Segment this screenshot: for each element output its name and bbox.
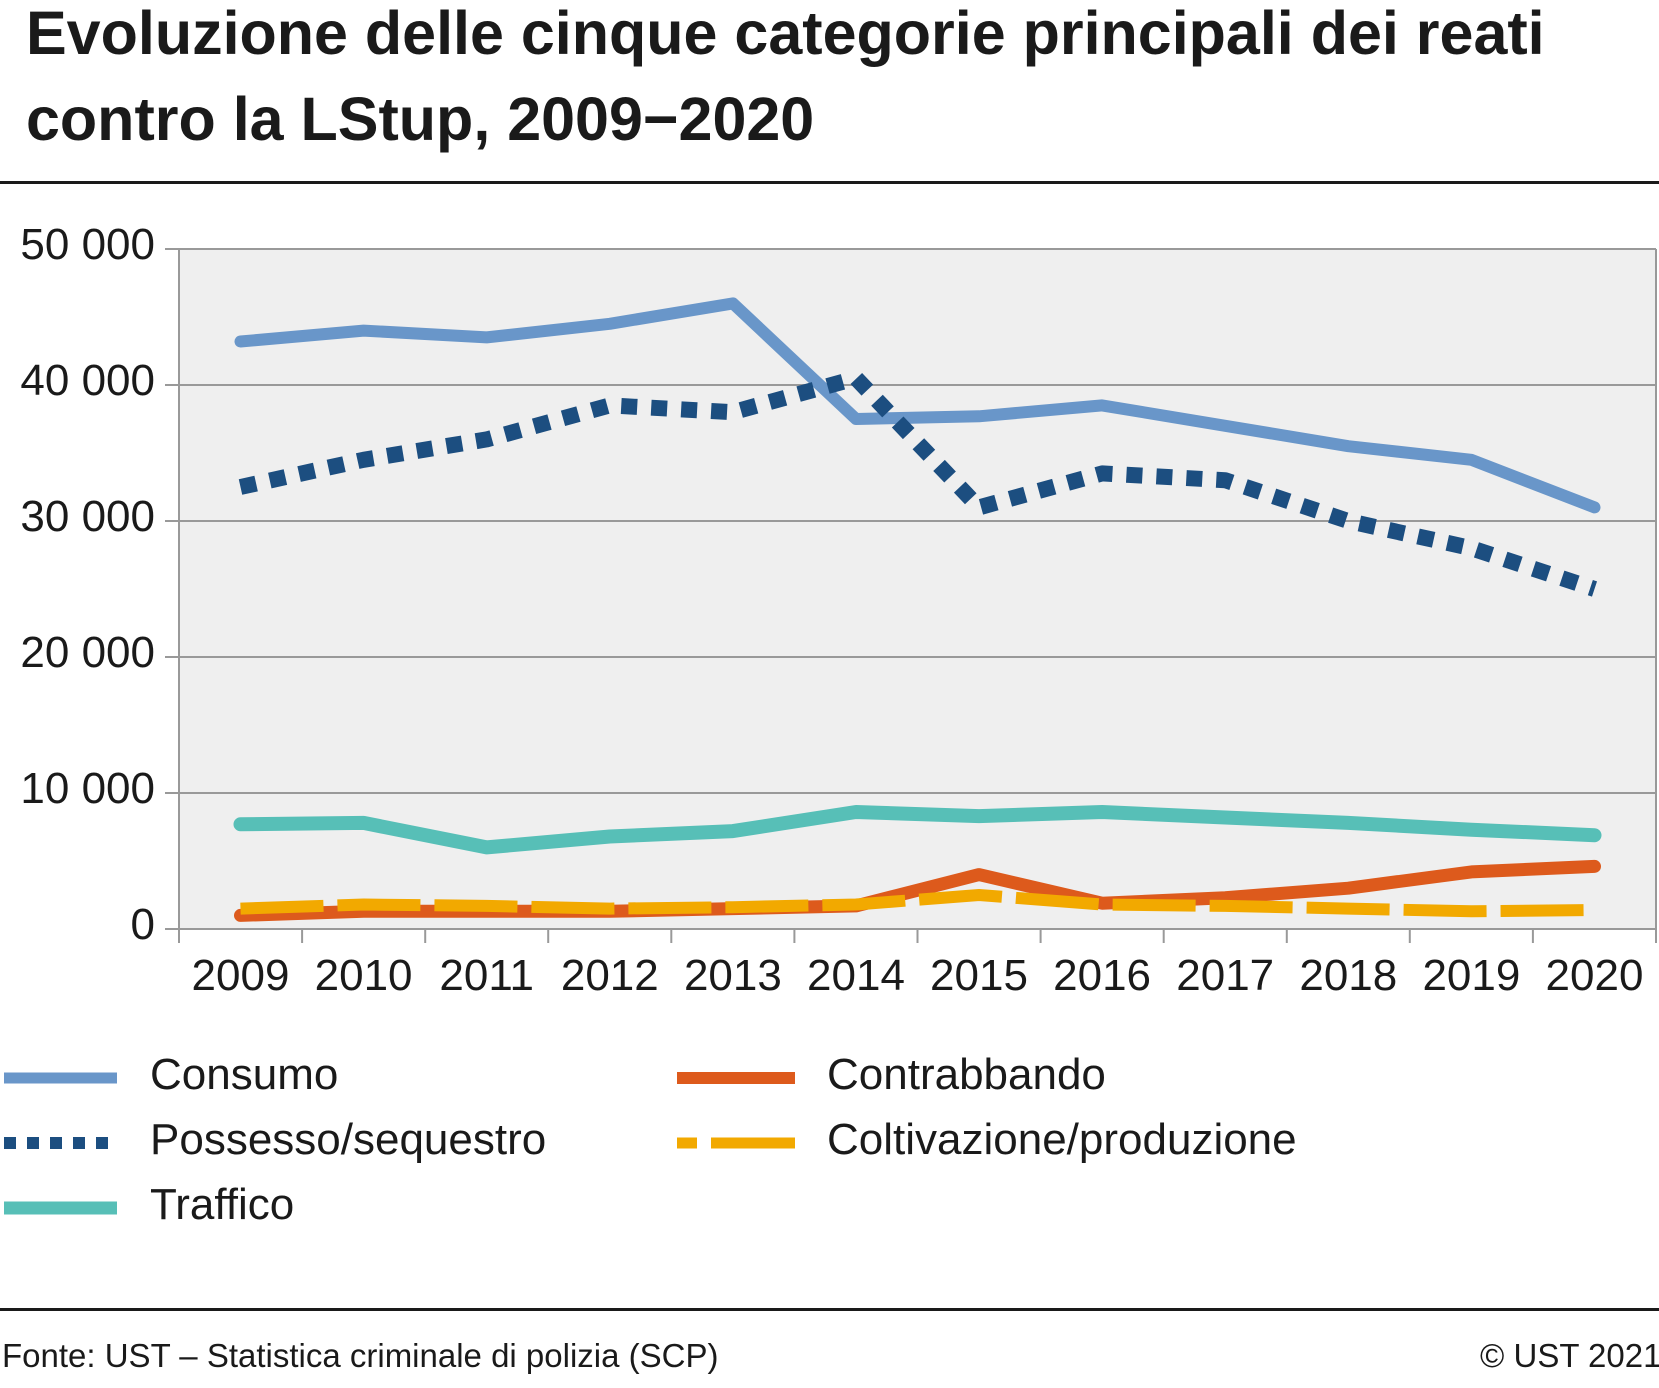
svg-text:Coltivazione/produzione: Coltivazione/produzione (827, 1115, 1297, 1164)
svg-text:Traffico: Traffico (150, 1180, 294, 1229)
svg-text:Contrabbando: Contrabbando (827, 1050, 1106, 1099)
svg-text:20 000: 20 000 (20, 628, 155, 677)
svg-text:Consumo: Consumo (150, 1050, 338, 1099)
svg-text:2009: 2009 (192, 951, 290, 1000)
svg-text:2018: 2018 (1299, 951, 1397, 1000)
svg-text:2020: 2020 (1546, 951, 1644, 1000)
svg-text:2019: 2019 (1422, 951, 1520, 1000)
svg-text:2014: 2014 (807, 951, 905, 1000)
svg-text:30 000: 30 000 (20, 492, 155, 541)
svg-text:2010: 2010 (315, 951, 413, 1000)
svg-text:50 000: 50 000 (20, 220, 155, 269)
svg-text:2012: 2012 (561, 951, 659, 1000)
svg-text:0: 0 (131, 900, 155, 949)
svg-text:10 000: 10 000 (20, 764, 155, 813)
svg-text:2015: 2015 (930, 951, 1028, 1000)
svg-text:2017: 2017 (1176, 951, 1274, 1000)
svg-text:2016: 2016 (1053, 951, 1151, 1000)
svg-text:Possesso/sequestro: Possesso/sequestro (150, 1115, 546, 1164)
svg-text:2013: 2013 (684, 951, 782, 1000)
svg-text:40 000: 40 000 (20, 356, 155, 405)
svg-text:2011: 2011 (439, 951, 534, 1000)
